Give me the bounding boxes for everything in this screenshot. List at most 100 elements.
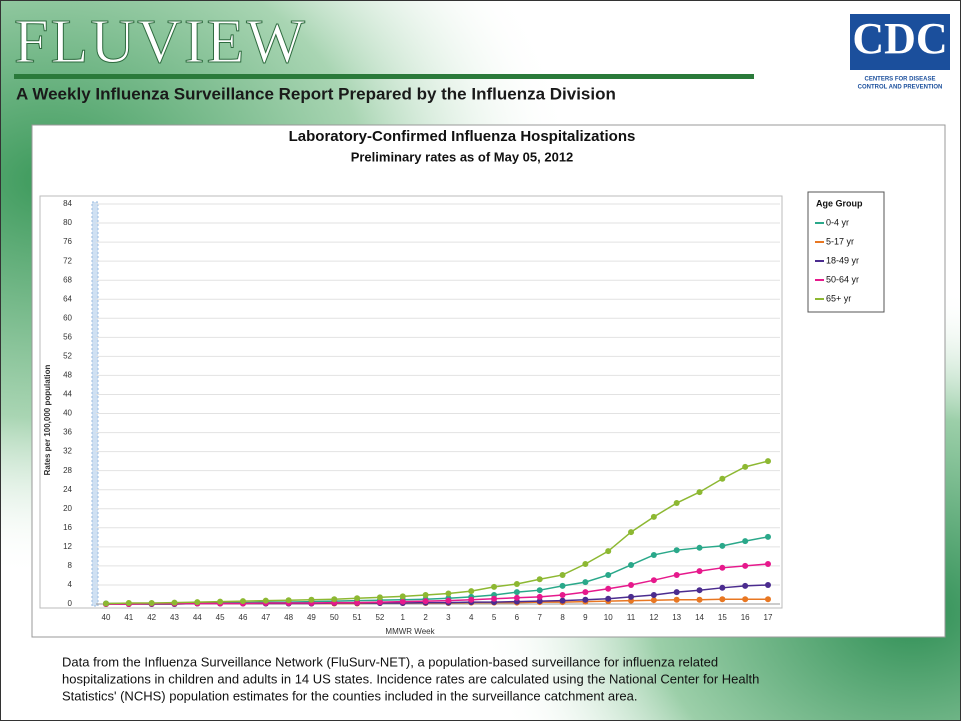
legend-label: 50-64 yr xyxy=(826,274,859,284)
data-point xyxy=(354,595,360,601)
data-point xyxy=(719,543,725,549)
y-tick-label: 28 xyxy=(63,466,72,475)
data-point xyxy=(582,561,588,567)
data-point xyxy=(605,548,611,554)
data-point xyxy=(605,596,611,602)
data-point xyxy=(149,600,155,606)
data-point xyxy=(719,476,725,482)
data-point xyxy=(582,589,588,595)
data-point xyxy=(560,583,566,589)
legend-label: 65+ yr xyxy=(826,293,851,303)
y-axis-label: Rates per 100,000 population xyxy=(43,365,52,476)
x-tick-label: 51 xyxy=(353,613,362,622)
y-tick-label: 76 xyxy=(63,237,72,246)
data-point xyxy=(674,572,680,578)
x-tick-label: 46 xyxy=(239,613,248,622)
x-tick-label: 15 xyxy=(718,613,727,622)
x-tick-label: 11 xyxy=(627,613,636,622)
footnote-line: Statistics' (NCHS) population estimates … xyxy=(62,688,638,703)
x-tick-label: 49 xyxy=(307,613,316,622)
x-tick-label: 3 xyxy=(446,613,451,622)
x-tick-label: 45 xyxy=(216,613,225,622)
data-point xyxy=(331,596,337,602)
header-title: FLUVIEW xyxy=(14,8,307,76)
data-point xyxy=(742,596,748,602)
y-tick-label: 44 xyxy=(63,390,72,399)
y-tick-label: 84 xyxy=(63,199,72,208)
data-point xyxy=(537,576,543,582)
data-point xyxy=(697,545,703,551)
data-point xyxy=(651,592,657,598)
data-point xyxy=(400,593,406,599)
x-tick-label: 43 xyxy=(170,613,179,622)
x-tick-label: 17 xyxy=(764,613,773,622)
logo-text: CDC xyxy=(852,14,947,63)
data-point xyxy=(582,597,588,603)
data-point xyxy=(445,591,451,597)
y-tick-label: 64 xyxy=(63,294,72,303)
data-point xyxy=(468,597,474,603)
y-tick-label: 68 xyxy=(63,275,72,284)
data-point xyxy=(765,458,771,464)
footnote-line: Data from the Influenza Surveillance Net… xyxy=(62,654,718,669)
legend-label: 0-4 yr xyxy=(826,217,849,227)
y-tick-label: 60 xyxy=(63,313,72,322)
x-tick-label: 6 xyxy=(515,613,520,622)
data-point xyxy=(742,538,748,544)
y-tick-label: 0 xyxy=(68,599,73,608)
data-point xyxy=(742,464,748,470)
data-point xyxy=(697,568,703,574)
data-point xyxy=(377,594,383,600)
x-tick-label: 13 xyxy=(672,613,681,622)
x-tick-label: 48 xyxy=(284,613,293,622)
data-point xyxy=(674,500,680,506)
data-point xyxy=(651,552,657,558)
data-point xyxy=(263,598,269,604)
data-point xyxy=(537,587,543,593)
data-point xyxy=(628,594,634,600)
data-point xyxy=(514,581,520,587)
x-axis-label: MMWR Week xyxy=(385,627,435,636)
y-tick-label: 24 xyxy=(63,485,72,494)
data-point xyxy=(605,572,611,578)
x-tick-label: 2 xyxy=(423,613,428,622)
data-point xyxy=(445,598,451,604)
slide: FLUVIEW A Weekly Influenza Surveillance … xyxy=(0,0,961,721)
data-point xyxy=(582,579,588,585)
y-tick-label: 52 xyxy=(63,351,72,360)
data-point xyxy=(240,598,246,604)
y-tick-label: 40 xyxy=(63,409,72,418)
data-point xyxy=(194,599,200,605)
data-point xyxy=(491,584,497,590)
data-point xyxy=(742,563,748,569)
y-tick-label: 32 xyxy=(63,447,72,456)
data-point xyxy=(560,598,566,604)
footnote-line: hospitalizations in children and adults … xyxy=(62,671,759,686)
x-tick-label: 1 xyxy=(401,613,406,622)
header-rule xyxy=(14,74,754,79)
x-tick-label: 9 xyxy=(583,613,588,622)
data-point xyxy=(765,561,771,567)
chart-subtitle: Preliminary rates as of May 05, 2012 xyxy=(351,149,574,164)
data-point xyxy=(491,596,497,602)
y-tick-label: 12 xyxy=(63,542,72,551)
data-point xyxy=(308,597,314,603)
x-tick-label: 44 xyxy=(193,613,202,622)
x-tick-label: 52 xyxy=(375,613,384,622)
data-point xyxy=(560,572,566,578)
data-point xyxy=(560,592,566,598)
data-point xyxy=(400,599,406,605)
data-point xyxy=(651,577,657,583)
shaded-column xyxy=(92,202,98,606)
y-tick-label: 80 xyxy=(63,218,72,227)
x-tick-label: 42 xyxy=(147,613,156,622)
data-point xyxy=(674,589,680,595)
data-point xyxy=(697,587,703,593)
data-point xyxy=(674,547,680,553)
x-tick-label: 7 xyxy=(537,613,542,622)
data-point xyxy=(423,598,429,604)
x-tick-label: 5 xyxy=(492,613,497,622)
data-point xyxy=(537,594,543,600)
x-tick-label: 4 xyxy=(469,613,474,622)
y-tick-label: 4 xyxy=(68,580,73,589)
